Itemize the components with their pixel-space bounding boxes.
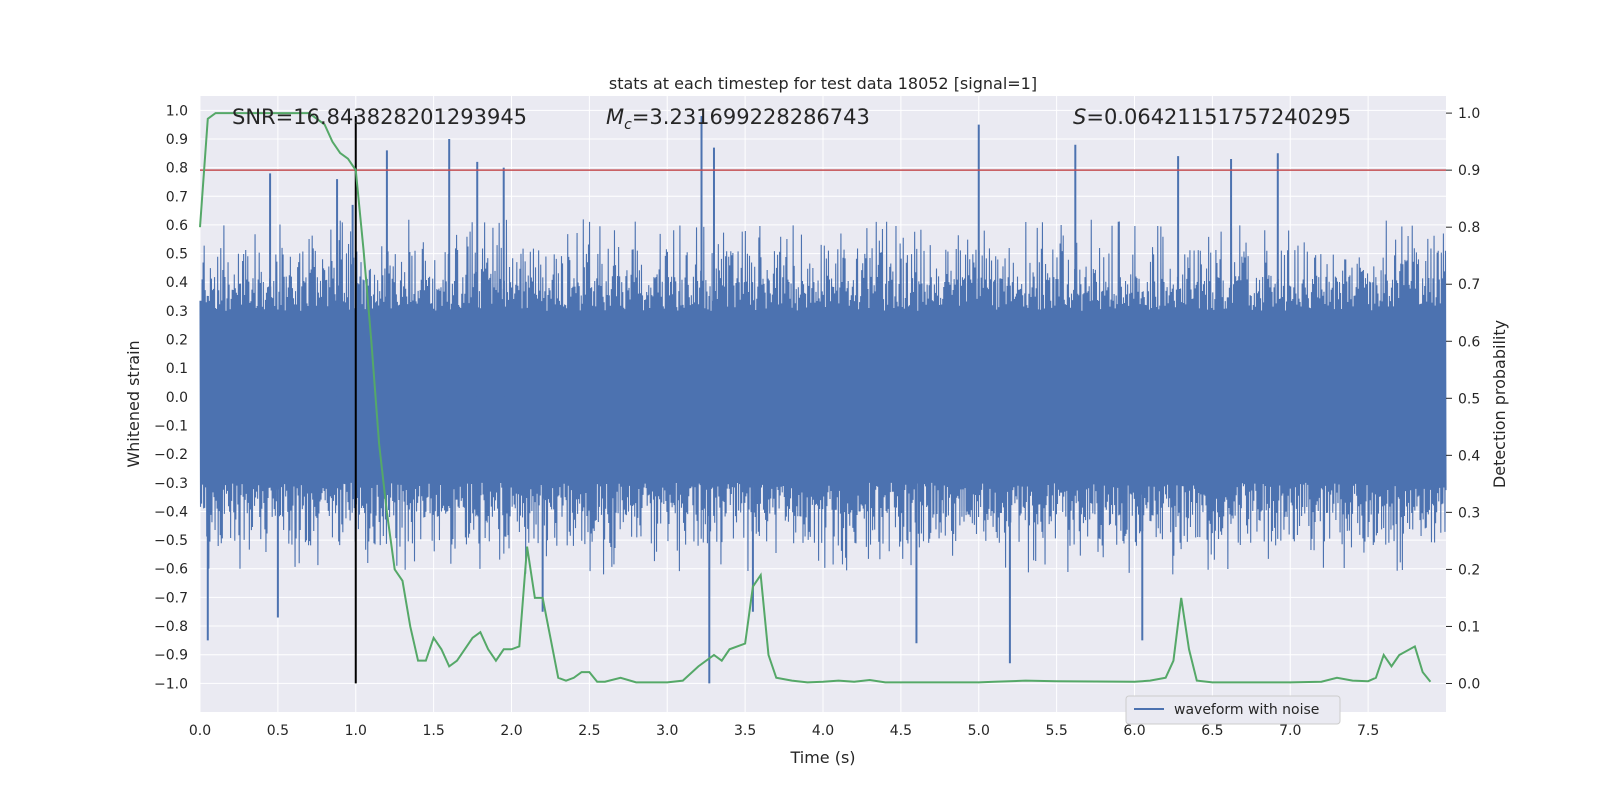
waveform-series (199, 116, 1447, 684)
x-tick-label: 4.0 (812, 723, 834, 739)
y-left-tick-label: −0.6 (154, 562, 188, 578)
legend-label: waveform with noise (1174, 702, 1319, 718)
y-left-tick-label: −0.7 (154, 590, 188, 606)
waveform-line (199, 219, 1447, 575)
y-axis-left-label: Whitened strain (124, 340, 143, 467)
mc-subscript: c (624, 117, 632, 133)
y-left-tick-label: −0.2 (154, 447, 188, 463)
chart-title: stats at each timestep for test data 180… (609, 74, 1037, 93)
y-left-tick-label: 0.4 (166, 275, 188, 291)
mc-symbol: M (606, 105, 624, 129)
y-left-tick-label: 0.7 (166, 189, 188, 205)
y-left-tick-label: 0.5 (166, 247, 188, 263)
y-left-tick-label: −0.3 (154, 476, 188, 492)
overlays (200, 116, 1446, 684)
y-right-tick-label: 0.5 (1458, 391, 1480, 407)
y-right-tick-label: 0.3 (1458, 505, 1480, 521)
y-left-tick-label: 1.0 (166, 103, 188, 119)
y-right-tick-label: 0.9 (1458, 163, 1480, 179)
probability-series (199, 112, 1432, 684)
x-tick-label: 1.5 (422, 723, 444, 739)
y-right-tick-label: 0.7 (1458, 277, 1480, 293)
y-left-tick-label: 0.1 (166, 361, 188, 377)
x-tick-label: 0.5 (267, 723, 289, 739)
s-symbol: S (1073, 105, 1086, 129)
x-tick-label: 5.5 (1045, 723, 1067, 739)
mc-annotation: Mc=3.231699228286743 (606, 105, 870, 133)
legend-box (1125, 695, 1341, 725)
y-left-tick-label: −0.1 (154, 418, 188, 434)
y-left-tick-label: 0.8 (166, 161, 188, 177)
y-axis-left: 1.0 0.9 0.8 0.7 0.6 0.5 0.4 0.3 0.2 0.1 0.0 −0.1 −0.… (154, 103, 188, 692)
x-tick-label: 5.0 (968, 723, 990, 739)
y-left-tick-label: 0.9 (166, 132, 188, 148)
x-tick-label: 0.0 (189, 723, 211, 739)
y-right-tick-label: 0.6 (1458, 334, 1480, 350)
x-tick-label: 3.0 (656, 723, 678, 739)
mc-value: =3.231699228286743 (632, 105, 870, 129)
y-right-tick-label: 0.2 (1458, 562, 1480, 578)
x-tick-label: 4.5 (890, 723, 912, 739)
snr-annotation: SNR=16.843828201293945 (232, 105, 527, 129)
x-axis-label: Time (s) (789, 748, 855, 767)
x-tick-label: 2.0 (500, 723, 522, 739)
x-axis: 0.0 0.5 1.0 1.5 2.0 2.5 3.0 3.5 4.0 4.5 5.0 5.5 6.0 6… (189, 723, 1379, 739)
y-left-tick-label: −1.0 (154, 676, 188, 692)
x-tick-label: 3.5 (734, 723, 756, 739)
x-tick-label: 7.0 (1279, 723, 1301, 739)
legend: waveform with noise (1125, 695, 1341, 725)
y-right-tick-label: 0.1 (1458, 619, 1480, 635)
probability-line (199, 112, 1432, 684)
y-left-tick-label: −0.5 (154, 533, 188, 549)
y-right-tick-label: 0.0 (1458, 676, 1480, 692)
x-tick-label: 1.0 (345, 723, 367, 739)
x-tick-label: 2.5 (578, 723, 600, 739)
y-axis-right: 1.0 0.9 0.8 0.7 0.6 0.5 0.4 0.3 0.2 0.1 0.0 (1446, 106, 1480, 692)
x-tick-label: 6.5 (1201, 723, 1223, 739)
y-right-tick-label: 0.4 (1458, 448, 1480, 464)
y-left-tick-label: 0.2 (166, 333, 188, 349)
y-axis-right-label: Detection probability (1490, 320, 1509, 488)
y-left-tick-label: −0.9 (154, 648, 188, 664)
y-left-tick-label: −0.8 (154, 619, 188, 635)
y-left-tick-label: 0.0 (166, 390, 188, 406)
s-value: =0.06421151757240295 (1086, 105, 1351, 129)
y-left-tick-label: 0.3 (166, 304, 188, 320)
s-annotation: S=0.06421151757240295 (1073, 105, 1351, 129)
y-right-tick-label: 0.8 (1458, 220, 1480, 236)
y-right-tick-label: 1.0 (1458, 106, 1480, 122)
x-tick-label: 7.5 (1357, 723, 1379, 739)
x-tick-label: 6.0 (1123, 723, 1145, 739)
y-left-tick-label: 0.6 (166, 218, 188, 234)
y-left-tick-label: −0.4 (154, 504, 188, 520)
